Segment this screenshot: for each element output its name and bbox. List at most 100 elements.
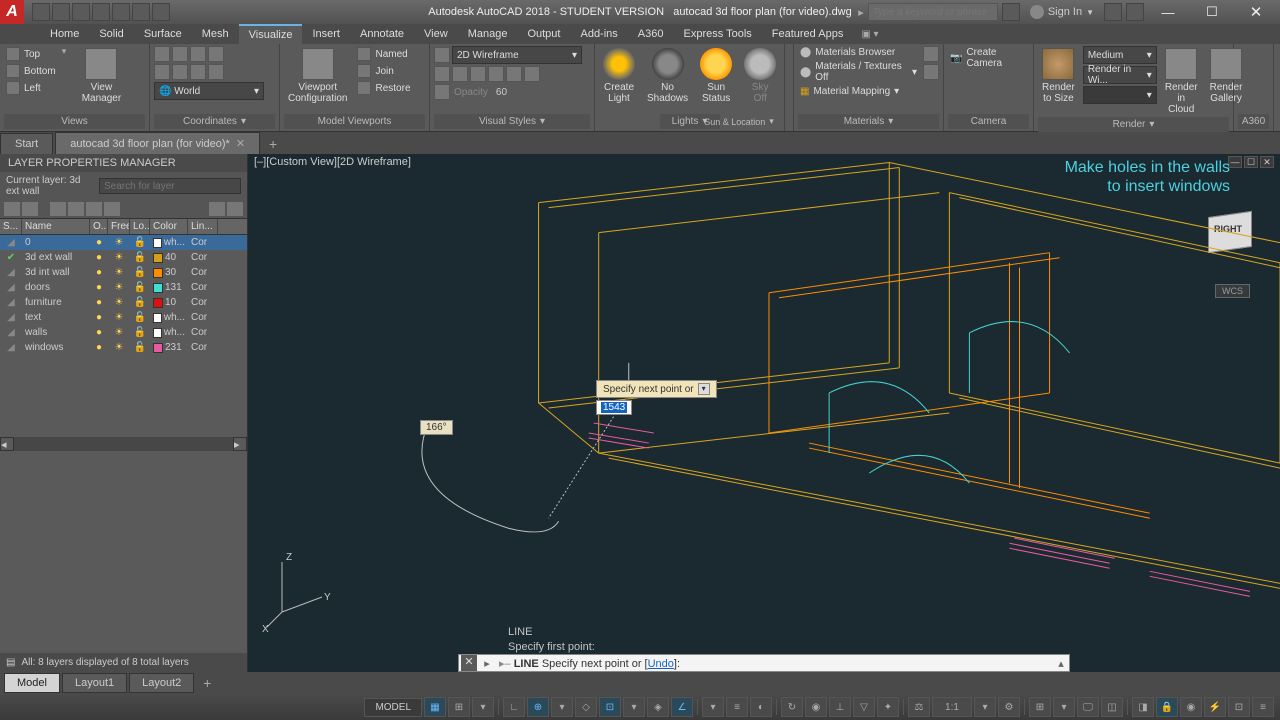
sb-dd4-icon[interactable]: ▾ bbox=[702, 697, 724, 717]
vs-icon[interactable] bbox=[434, 47, 450, 63]
grid-toggle-icon[interactable]: ▦ bbox=[424, 697, 446, 717]
transparency-icon[interactable]: ◐ bbox=[750, 697, 772, 717]
tab-insert[interactable]: Insert bbox=[302, 25, 350, 43]
doctab-file[interactable]: autocad 3d floor plan (for video)*✕ bbox=[55, 132, 260, 154]
3d-icon[interactable]: ◉ bbox=[805, 697, 827, 717]
close-button[interactable]: ✕ bbox=[1236, 2, 1276, 22]
sb-dd5-icon[interactable]: ▾ bbox=[974, 697, 996, 717]
iso-icon[interactable]: ◇ bbox=[575, 697, 597, 717]
layout-tab-1[interactable]: Layout1 bbox=[62, 673, 127, 693]
layer-row[interactable]: ◢3d int wall●☀🔓30Cor bbox=[0, 265, 247, 280]
new-layer2-icon[interactable] bbox=[22, 202, 38, 216]
qat-open-icon[interactable] bbox=[52, 3, 70, 21]
layer-set-icon[interactable] bbox=[86, 202, 102, 216]
world-select[interactable]: 🌐 World▾ bbox=[154, 82, 264, 100]
3dosnap-icon[interactable]: ◈ bbox=[647, 697, 669, 717]
signin-button[interactable]: Sign In ▼ bbox=[1024, 5, 1100, 19]
ucs-icon[interactable] bbox=[154, 46, 170, 62]
sb-dd2-icon[interactable]: ▾ bbox=[551, 697, 573, 717]
vp-named[interactable]: Named bbox=[355, 46, 412, 62]
units-icon[interactable]: ◫ bbox=[1101, 697, 1123, 717]
vs3-icon[interactable] bbox=[470, 66, 486, 82]
scroll-left-icon[interactable]: ◂ bbox=[0, 437, 14, 451]
dyn-dropdown-icon[interactable]: ▾ bbox=[698, 383, 710, 395]
layer-row[interactable]: ◢text●☀🔓wh...Cor bbox=[0, 310, 247, 325]
layer-row[interactable]: ◢doors●☀🔓131Cor bbox=[0, 280, 247, 295]
view-manager-button[interactable]: View Manager bbox=[78, 46, 125, 106]
layout-new-button[interactable]: + bbox=[196, 673, 218, 693]
layer-row[interactable]: ◢windows●☀🔓231Cor bbox=[0, 340, 247, 355]
tab-annotate[interactable]: Annotate bbox=[350, 25, 414, 43]
ribbon-collapse-icon[interactable]: ▣ ▾ bbox=[861, 29, 878, 40]
sb-dd1-icon[interactable]: ▾ bbox=[472, 697, 494, 717]
tab-output[interactable]: Output bbox=[517, 25, 570, 43]
materials-browser[interactable]: ⬤Materials Browser bbox=[798, 46, 919, 59]
vs6-icon[interactable] bbox=[524, 66, 540, 82]
help-icon[interactable] bbox=[1126, 3, 1144, 21]
keyword-search-input[interactable] bbox=[868, 3, 998, 21]
qat-save-icon[interactable] bbox=[72, 3, 90, 21]
doctab-new-button[interactable]: + bbox=[262, 134, 284, 154]
tab-home[interactable]: Home bbox=[40, 25, 89, 43]
scroll-track[interactable] bbox=[14, 437, 233, 451]
vs2-icon[interactable] bbox=[452, 66, 468, 82]
clean-icon[interactable]: ⊡ bbox=[1228, 697, 1250, 717]
material-mapping[interactable]: ▦Material Mapping ▾ bbox=[798, 85, 919, 98]
qat-saveas-icon[interactable] bbox=[92, 3, 110, 21]
view-top[interactable]: Top bbox=[4, 46, 58, 62]
qat-redo-icon[interactable] bbox=[152, 3, 170, 21]
visual-style-select[interactable]: 2D Wireframe▾ bbox=[452, 46, 582, 64]
ucs2-icon[interactable] bbox=[172, 46, 188, 62]
cmd-up-icon[interactable]: ▴ bbox=[1053, 657, 1069, 670]
ucs6-icon[interactable] bbox=[172, 64, 188, 80]
cmd-chevron-icon[interactable]: ▸ bbox=[479, 657, 495, 670]
layer-row[interactable]: ◢walls●☀🔓wh...Cor bbox=[0, 325, 247, 340]
maximize-button[interactable]: ☐ bbox=[1192, 2, 1232, 22]
workspace-icon[interactable]: ⊞ bbox=[1029, 697, 1051, 717]
cmd-close-icon[interactable]: ✕ bbox=[461, 655, 477, 671]
vs4-icon[interactable] bbox=[488, 66, 504, 82]
col-status[interactable]: S... bbox=[0, 219, 22, 234]
annoscale-icon[interactable]: ⚖ bbox=[908, 697, 930, 717]
cmd-undo-link[interactable]: Undo bbox=[648, 658, 674, 670]
col-freeze[interactable]: Free... bbox=[108, 219, 130, 234]
materials-textures[interactable]: ⬤Materials / Textures Off ▾ bbox=[798, 60, 919, 84]
viewport[interactable]: [–][Custom View][2D Wireframe] — ☐ ✕ Mak… bbox=[248, 154, 1280, 672]
viewport-config-button[interactable]: Viewport Configuration bbox=[284, 46, 351, 106]
otrack-icon[interactable]: ∠ bbox=[671, 697, 693, 717]
scale-display[interactable]: 1:1 bbox=[932, 697, 972, 717]
create-camera[interactable]: 📷Create Camera bbox=[948, 46, 1029, 70]
cycling-icon[interactable]: ↻ bbox=[781, 697, 803, 717]
filter-icon[interactable]: ▽ bbox=[853, 697, 875, 717]
no-shadows-button[interactable]: No Shadows bbox=[643, 46, 692, 106]
osnap-icon[interactable]: ⊡ bbox=[599, 697, 621, 717]
new-layer-icon[interactable] bbox=[4, 202, 20, 216]
gizmo-icon[interactable]: ✦ bbox=[877, 697, 899, 717]
layout-tab-model[interactable]: Model bbox=[4, 673, 60, 693]
vs1-icon[interactable] bbox=[434, 66, 450, 82]
layer-hscroll[interactable]: ◂ ▸ bbox=[0, 437, 247, 451]
layer-state-icon[interactable] bbox=[68, 202, 84, 216]
mat1-icon[interactable] bbox=[923, 46, 939, 62]
render-size-input[interactable]: ▾ bbox=[1083, 86, 1157, 104]
tab-featured[interactable]: Featured Apps bbox=[762, 25, 854, 43]
mat2-icon[interactable] bbox=[923, 64, 939, 80]
render-quality-select[interactable]: Medium▾ bbox=[1083, 46, 1157, 64]
ucs5-icon[interactable] bbox=[154, 64, 170, 80]
modelspace-toggle[interactable]: MODEL bbox=[364, 698, 422, 717]
tab-a360[interactable]: A360 bbox=[628, 25, 674, 43]
layer-row[interactable]: ◢furniture●☀🔓10Cor bbox=[0, 295, 247, 310]
tab-visualize[interactable]: Visualize bbox=[239, 24, 303, 44]
ortho-icon[interactable]: ∟ bbox=[503, 697, 525, 717]
layer-search-input[interactable] bbox=[99, 178, 241, 194]
vp-join[interactable]: Join bbox=[355, 63, 412, 79]
view-bottom[interactable]: Bottom bbox=[4, 63, 58, 79]
col-lock[interactable]: Lo... bbox=[130, 219, 150, 234]
lwt-icon[interactable]: ≡ bbox=[726, 697, 748, 717]
layout-tab-2[interactable]: Layout2 bbox=[129, 673, 194, 693]
dynamic-value-input[interactable]: 1543 bbox=[596, 400, 632, 415]
scroll-right-icon[interactable]: ▸ bbox=[233, 437, 247, 451]
render-cloud-button[interactable]: Render in Cloud bbox=[1161, 46, 1202, 117]
tab-manage[interactable]: Manage bbox=[458, 25, 518, 43]
qat-undo-icon[interactable] bbox=[132, 3, 150, 21]
